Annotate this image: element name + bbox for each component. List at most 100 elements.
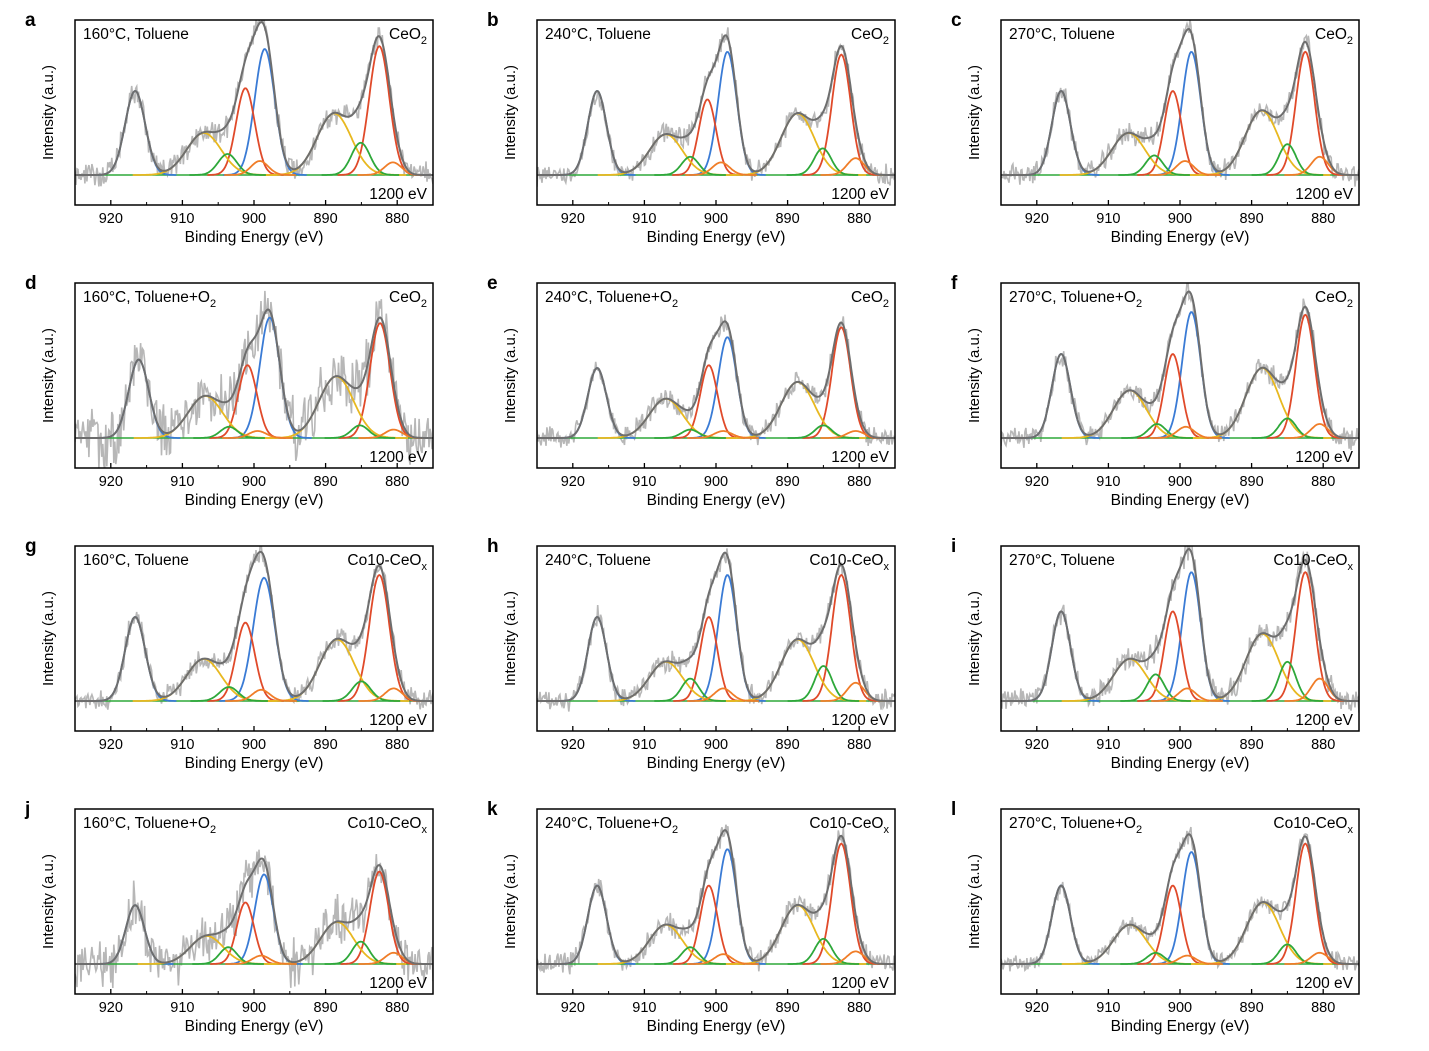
plot-area <box>1001 826 1359 973</box>
envelope-line <box>75 308 433 439</box>
component-peak-blue <box>558 367 636 439</box>
x-tick-label: 890 <box>775 211 799 227</box>
y-axis-label: Intensity (a.u.) <box>40 854 57 949</box>
component-peak-red <box>207 621 284 702</box>
x-axis-label: Binding Energy (eV) <box>647 755 786 772</box>
x-tick-label: 900 <box>704 474 728 490</box>
envelope-line <box>537 829 895 965</box>
component-peak-orange <box>225 688 297 702</box>
component-peak-blue <box>689 848 766 965</box>
component-peak-red <box>672 98 743 176</box>
y-axis-label: Intensity (a.u.) <box>502 591 519 686</box>
component-peak-green <box>322 680 401 702</box>
panel-letter: j <box>24 799 30 820</box>
component-peak-blue <box>1153 571 1230 702</box>
x-tick-label: 890 <box>775 1000 799 1016</box>
x-axis-label: Binding Energy (eV) <box>185 229 324 246</box>
panel-d: d Intensity (a.u.) 160°C, Toluene+O2 CeO2 12… <box>25 273 434 509</box>
component-peak-blue <box>1153 51 1230 176</box>
x-tick-label: 880 <box>847 211 871 227</box>
x-tick-label: 890 <box>775 737 799 753</box>
component-peak-green <box>1120 951 1191 965</box>
panel-g: g Intensity (a.u.) 160°C, Toluene Co10-CeOx… <box>25 536 434 772</box>
component-peak-green <box>787 937 860 965</box>
plot-area <box>1001 283 1359 451</box>
x-tick-label: 900 <box>1168 211 1192 227</box>
x-axis-label: Binding Energy (eV) <box>647 492 786 509</box>
x-tick-label: 910 <box>1096 211 1120 227</box>
y-axis-label: Intensity (a.u.) <box>40 591 57 686</box>
y-axis-label: Intensity (a.u.) <box>966 328 983 423</box>
sample-label: Co10-CeOx <box>809 815 889 836</box>
component-peak-red <box>1266 50 1345 176</box>
x-tick-label: 900 <box>704 737 728 753</box>
x-tick-label: 880 <box>1311 474 1335 490</box>
x-tick-label: 900 <box>1168 737 1192 753</box>
condition-label: 240°C, Toluene <box>545 552 651 569</box>
x-tick-label: 900 <box>1168 474 1192 490</box>
sample-label: Co10-CeOx <box>809 552 889 573</box>
condition-label: 270°C, Toluene <box>1009 552 1115 569</box>
plot-area <box>75 546 433 710</box>
component-peak-orange <box>1151 954 1223 965</box>
component-peak-green <box>189 153 266 176</box>
raw-spectrum-line <box>537 27 895 187</box>
y-axis-label: Intensity (a.u.) <box>502 328 519 423</box>
plot-area <box>75 290 433 468</box>
component-peak-orange <box>222 430 293 439</box>
plot-area <box>537 824 895 975</box>
x-tick-label: 910 <box>632 737 656 753</box>
component-peak-blue <box>1153 311 1230 439</box>
x-tick-label: 910 <box>1096 474 1120 490</box>
component-peak-red <box>802 573 881 702</box>
component-peak-green <box>321 141 400 176</box>
component-peak-red <box>673 364 745 439</box>
panel-letter: l <box>951 799 956 820</box>
panel-e: e Intensity (a.u.) 240°C, Toluene+O2 CeO2 12… <box>487 273 896 509</box>
x-axis-label: Binding Energy (eV) <box>1111 1018 1250 1035</box>
panel-letter: b <box>487 10 499 31</box>
x-tick-label: 920 <box>99 1000 123 1016</box>
x-tick-label: 910 <box>170 737 194 753</box>
condition-label: 240°C, Toluene <box>545 26 651 43</box>
x-axis-label: Binding Energy (eV) <box>647 229 786 246</box>
component-peak-red <box>802 326 881 439</box>
component-peak-orange <box>687 430 759 439</box>
x-tick-label: 910 <box>632 211 656 227</box>
component-peak-orange <box>687 953 759 965</box>
component-peak-yellow <box>263 112 407 176</box>
condition-label: 270°C, Toluene+O2 <box>1009 815 1142 836</box>
panel-a: a Intensity (a.u.) 160°C, Toluene CeO2 1200 … <box>25 10 434 246</box>
y-axis-label: Intensity (a.u.) <box>40 65 57 160</box>
envelope-line <box>1001 547 1359 702</box>
x-tick-label: 900 <box>1168 1000 1192 1016</box>
x-tick-label: 920 <box>561 1000 585 1016</box>
photon-energy-label: 1200 eV <box>831 975 889 992</box>
photon-energy-label: 1200 eV <box>831 712 889 729</box>
component-peak-green <box>787 424 860 439</box>
condition-label: 160°C, Toluene+O2 <box>83 289 216 310</box>
plot-area <box>537 314 895 448</box>
x-tick-label: 880 <box>385 211 409 227</box>
component-peak-green <box>787 665 860 702</box>
component-peak-green <box>190 686 268 702</box>
plot-frame <box>74 19 434 206</box>
x-tick-label: 890 <box>313 1000 337 1016</box>
component-peak-red <box>1266 842 1345 965</box>
photon-energy-label: 1200 eV <box>1295 975 1353 992</box>
envelope-line <box>537 320 895 439</box>
envelope-line <box>537 551 895 702</box>
component-peak-red <box>1137 89 1209 176</box>
photon-energy-label: 1200 eV <box>369 186 427 203</box>
x-tick-label: 910 <box>170 474 194 490</box>
condition-label: 270°C, Toluene <box>1009 26 1115 43</box>
photon-energy-label: 1200 eV <box>831 449 889 466</box>
component-peak-green <box>654 155 726 176</box>
component-peak-red <box>673 615 745 702</box>
sample-label: CeO2 <box>389 289 427 310</box>
x-tick-label: 920 <box>99 474 123 490</box>
component-peak-green <box>654 428 726 439</box>
panel-f: f Intensity (a.u.) 270°C, Toluene+O2 CeO2 12… <box>951 273 1360 509</box>
sample-label: Co10-CeOx <box>347 552 427 573</box>
